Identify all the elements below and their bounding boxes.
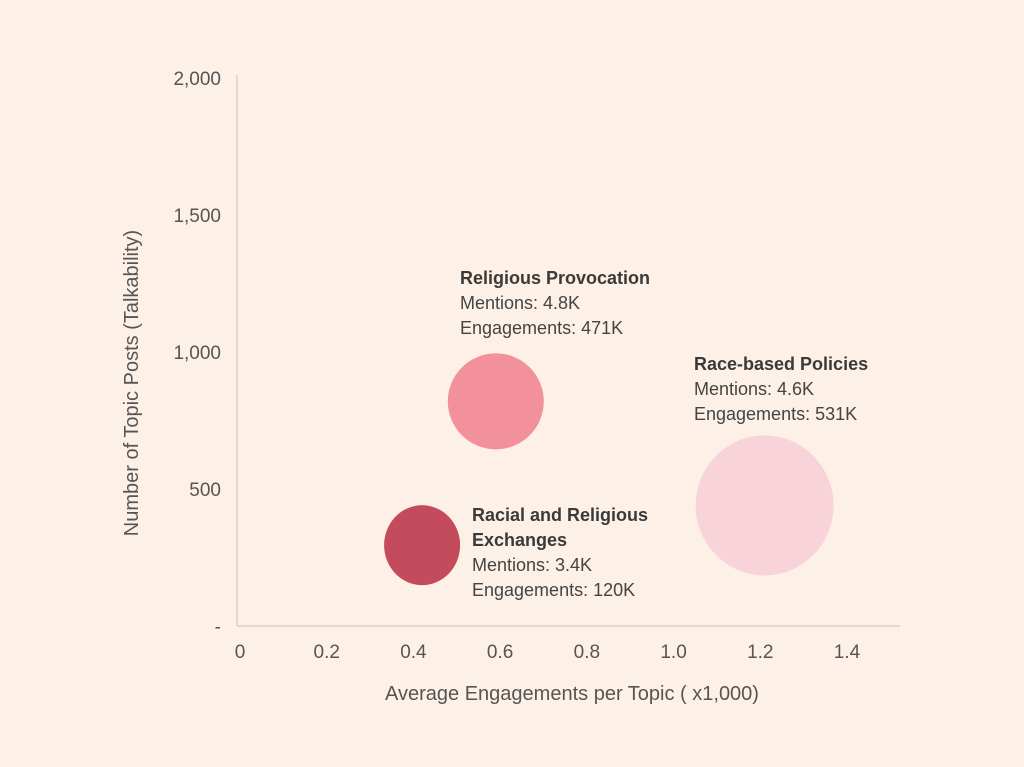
annotation-religious-provocation-line: Engagements: 471K: [460, 318, 623, 338]
annotation-race-based-policies-line: Race-based Policies: [694, 354, 868, 374]
annotation-religious-provocation-line: Mentions: 4.8K: [460, 293, 580, 313]
bubble-racial-religious-exchanges: [384, 505, 461, 586]
y-tick-label: 1,500: [173, 206, 221, 227]
x-tick-label: 0.6: [487, 642, 513, 663]
bubble-race-based-policies: [695, 435, 834, 576]
annotation-racial-religious-exchanges-line: Mentions: 3.4K: [472, 555, 592, 575]
x-tick-label: 0: [235, 642, 246, 663]
y-tick-label: -: [215, 617, 221, 638]
y-axis-title: Number of Topic Posts (Talkability): [121, 230, 143, 536]
x-tick-labels: 0 0.2 0.4 0.6 0.8 1.0 1.2 1.4: [235, 642, 861, 663]
x-tick-label: 0.4: [400, 642, 427, 663]
annotation-religious-provocation-line: Religious Provocation: [460, 268, 650, 288]
annotation-race-based-policies-line: Mentions: 4.6K: [694, 379, 814, 399]
x-tick-label: 1.2: [747, 642, 773, 663]
y-tick-label: 2,000: [173, 69, 221, 90]
x-tick-label: 0.8: [574, 642, 600, 663]
x-tick-label: 0.2: [314, 642, 340, 663]
y-tick-label: 1,000: [173, 343, 221, 364]
annotation-racial-religious-exchanges-line: Engagements: 120K: [472, 580, 635, 600]
x-tick-label: 1.4: [834, 642, 861, 663]
bubble-religious-provocation: [447, 353, 544, 450]
x-axis-title: Average Engagements per Topic ( x1,000): [385, 683, 759, 705]
bubbles: [384, 353, 834, 586]
x-tick-label: 1.0: [660, 642, 686, 663]
annotation-racial-religious-exchanges-line: Racial and Religious: [472, 505, 648, 525]
y-tick-labels: - 500 1,000 1,500 2,000: [173, 69, 221, 638]
annotations: Religious Provocation Mentions: 4.8K Engag…: [460, 268, 868, 600]
y-tick-label: 500: [189, 480, 221, 501]
annotation-race-based-policies-line: Engagements: 531K: [694, 404, 857, 424]
annotation-racial-religious-exchanges-line: Exchanges: [472, 530, 567, 550]
